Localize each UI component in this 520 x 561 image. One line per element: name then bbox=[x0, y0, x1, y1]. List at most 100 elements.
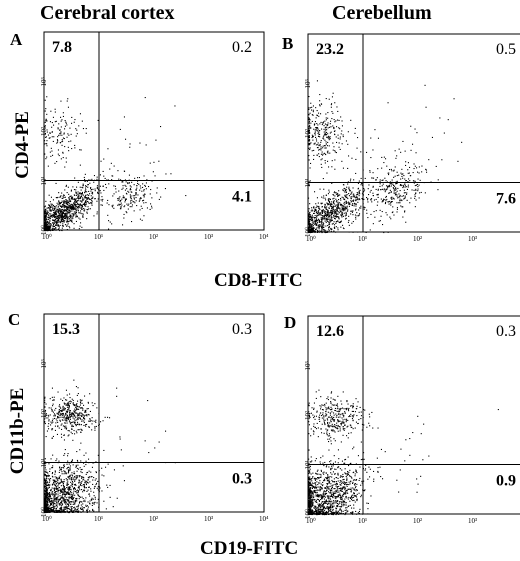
event-dot bbox=[58, 413, 60, 415]
event-dot bbox=[76, 477, 78, 479]
event-dot bbox=[68, 216, 70, 218]
event-dot bbox=[87, 408, 89, 410]
event-dot bbox=[85, 189, 87, 191]
event-dot bbox=[96, 211, 98, 213]
event-dot bbox=[341, 143, 343, 145]
event-dot bbox=[59, 467, 61, 469]
event-dot bbox=[93, 502, 95, 504]
event-dot bbox=[310, 102, 312, 104]
event-dot bbox=[321, 151, 323, 153]
event-dot bbox=[66, 414, 68, 416]
event-dot bbox=[357, 137, 359, 139]
event-dot bbox=[367, 201, 369, 203]
event-dot bbox=[54, 481, 56, 483]
event-dot bbox=[319, 148, 321, 150]
event-dot bbox=[67, 209, 69, 211]
event-dot bbox=[391, 197, 393, 199]
event-dot bbox=[85, 202, 87, 204]
event-dot bbox=[312, 210, 314, 212]
event-dot bbox=[71, 398, 73, 400]
event-dot bbox=[325, 141, 327, 143]
event-dot bbox=[308, 130, 310, 132]
event-dot bbox=[82, 509, 84, 511]
event-dot bbox=[111, 175, 113, 177]
event-dot bbox=[379, 209, 381, 211]
event-dot bbox=[83, 418, 85, 420]
event-dot bbox=[46, 207, 48, 209]
event-dot bbox=[344, 199, 346, 201]
event-dot bbox=[60, 508, 62, 510]
event-dot bbox=[361, 182, 363, 184]
event-dot bbox=[396, 194, 398, 196]
event-dot bbox=[70, 509, 72, 511]
event-dot bbox=[67, 402, 69, 404]
event-dot bbox=[347, 201, 349, 203]
event-dot bbox=[309, 142, 311, 144]
event-dot bbox=[44, 478, 46, 480]
event-dot bbox=[80, 210, 82, 212]
event-dot bbox=[44, 214, 46, 216]
event-dot bbox=[319, 224, 321, 226]
event-dot bbox=[72, 413, 74, 415]
event-dot bbox=[56, 502, 58, 504]
event-dot bbox=[84, 201, 86, 203]
event-dot bbox=[72, 415, 74, 417]
event-dot bbox=[143, 202, 145, 204]
event-dot bbox=[72, 477, 74, 479]
event-dot bbox=[73, 208, 75, 210]
event-dot bbox=[45, 221, 47, 223]
event-dot bbox=[71, 486, 73, 488]
event-dot bbox=[62, 157, 64, 159]
event-dot bbox=[323, 216, 325, 218]
event-dot bbox=[126, 212, 128, 214]
event-dot bbox=[348, 224, 350, 226]
event-dot bbox=[71, 428, 73, 430]
event-dot bbox=[59, 419, 61, 421]
event-dot bbox=[331, 203, 333, 205]
event-dot bbox=[67, 409, 69, 411]
event-dot bbox=[390, 183, 392, 185]
event-dot bbox=[63, 487, 65, 489]
event-dot bbox=[80, 508, 82, 510]
event-dot bbox=[80, 424, 82, 426]
event-dot bbox=[101, 196, 103, 198]
event-dot bbox=[87, 194, 89, 196]
event-dot bbox=[144, 193, 146, 195]
event-dot bbox=[48, 508, 50, 510]
event-dot bbox=[75, 408, 77, 410]
event-dot bbox=[342, 208, 344, 210]
event-dot bbox=[386, 186, 388, 188]
event-dot bbox=[63, 202, 65, 204]
event-dot bbox=[351, 211, 353, 213]
event-dot bbox=[74, 419, 76, 421]
event-dot bbox=[66, 199, 68, 201]
event-dot bbox=[79, 475, 81, 477]
event-dot bbox=[361, 198, 363, 200]
event-dot bbox=[339, 482, 341, 484]
event-dot bbox=[359, 199, 361, 201]
event-dot bbox=[324, 218, 326, 220]
event-dot bbox=[63, 501, 65, 503]
event-dot bbox=[310, 215, 312, 217]
event-dot bbox=[56, 501, 58, 503]
event-dot bbox=[308, 108, 310, 110]
event-dot bbox=[73, 405, 75, 407]
event-dot bbox=[315, 218, 317, 220]
event-dot bbox=[319, 100, 321, 102]
event-dot bbox=[89, 419, 91, 421]
event-dot bbox=[46, 504, 48, 506]
event-dot bbox=[406, 193, 408, 195]
event-dot bbox=[338, 194, 340, 196]
event-dot bbox=[80, 482, 82, 484]
event-dot bbox=[78, 406, 80, 408]
event-dot bbox=[48, 481, 50, 483]
event-dot bbox=[89, 420, 91, 422]
event-dot bbox=[333, 197, 335, 199]
event-dot bbox=[416, 167, 418, 169]
event-dot bbox=[84, 204, 86, 206]
event-dot bbox=[46, 226, 48, 228]
event-dot bbox=[80, 442, 82, 444]
event-dot bbox=[51, 501, 53, 503]
event-dot bbox=[117, 199, 119, 201]
event-dot bbox=[150, 189, 152, 191]
